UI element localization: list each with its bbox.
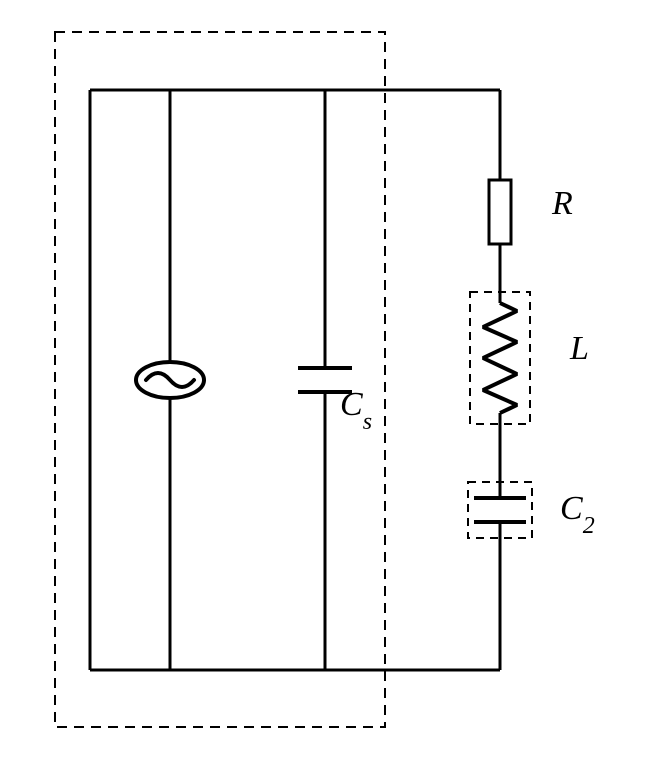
r-label: R — [552, 185, 573, 223]
dashed-box — [55, 32, 385, 727]
l-label: L — [570, 330, 589, 368]
inductor-icon — [483, 303, 517, 413]
ac-source-wave — [146, 373, 194, 387]
c2-label: C2 — [560, 490, 595, 534]
circuit-diagram — [0, 0, 654, 776]
cs-label: Cs — [340, 386, 372, 430]
inductor-dash-box — [470, 292, 530, 424]
resistor-icon — [489, 180, 511, 244]
